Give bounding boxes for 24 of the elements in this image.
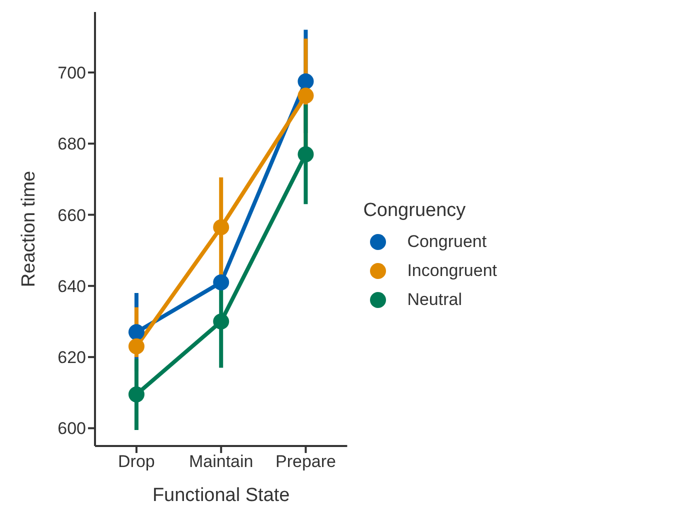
x-tick-label: Drop — [118, 452, 155, 472]
x-tick-label: Prepare — [275, 452, 336, 472]
legend-title: Congruency — [363, 200, 467, 222]
point — [298, 73, 314, 90]
y-tick-label: 660 — [58, 206, 86, 225]
x-tick-label: Maintain — [188, 452, 254, 472]
point — [128, 338, 144, 354]
point — [213, 219, 230, 236]
point — [298, 88, 314, 104]
legend-label: Congruent — [407, 232, 487, 252]
point — [128, 386, 144, 402]
legend-label: Incongruent — [407, 261, 497, 281]
point — [213, 313, 230, 330]
y-tick-label: 640 — [58, 276, 86, 296]
point — [128, 324, 144, 340]
y-tick-label: 680 — [58, 134, 86, 154]
point — [213, 274, 230, 290]
y-tick-label: 700 — [58, 64, 86, 83]
y-tick-label: 620 — [58, 348, 86, 368]
y-axis-title: Reaction time — [18, 170, 40, 288]
legend-label: Neutral — [407, 290, 462, 310]
point — [298, 146, 314, 162]
x-axis-title: Functional State — [152, 485, 290, 506]
y-tick-label: 600 — [58, 419, 86, 438]
